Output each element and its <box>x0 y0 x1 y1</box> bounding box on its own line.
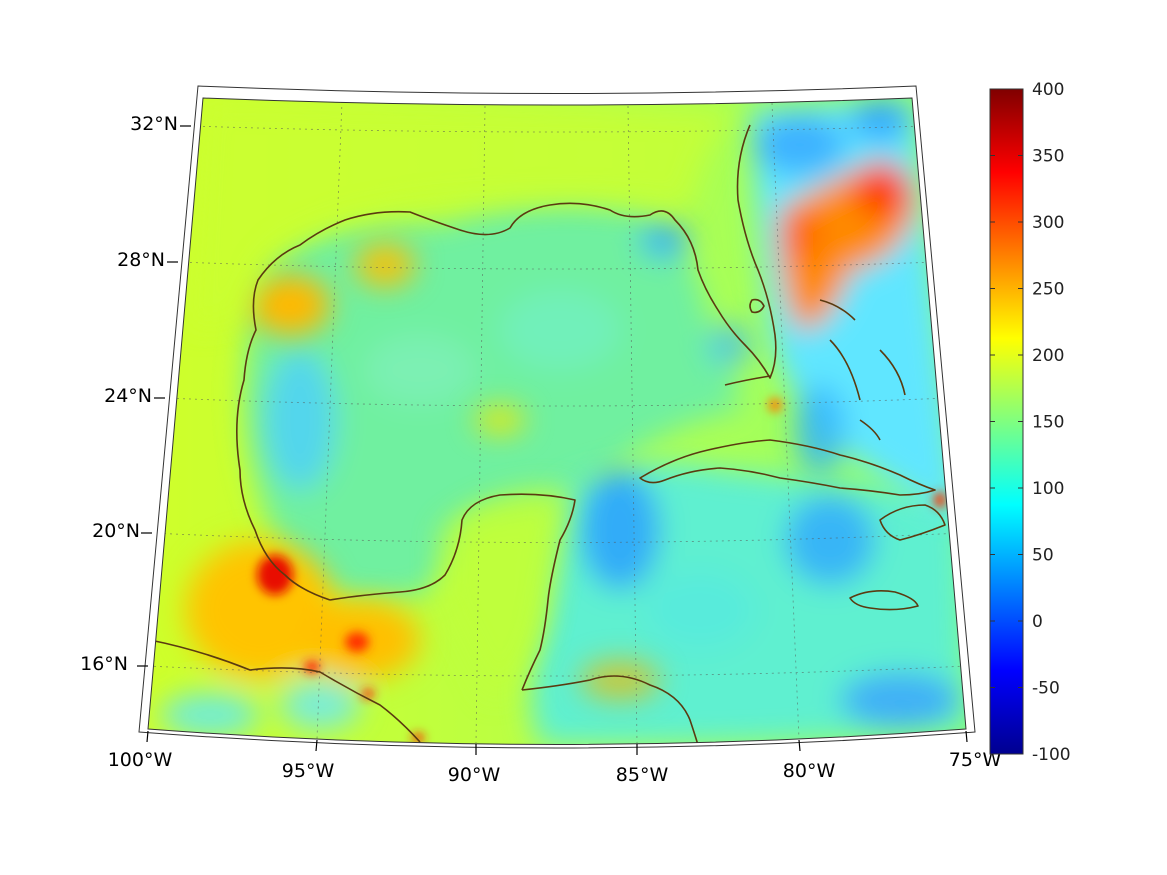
colorbar-gradient <box>989 88 1024 755</box>
yucatan-coast <box>329 493 576 691</box>
lat-label-24N: 24°N <box>104 385 152 407</box>
colorbar-tick-label: -50 <box>1032 679 1060 699</box>
lon-label-80W: 80°W <box>783 760 836 782</box>
colorbar-tick-label: 0 <box>1032 612 1043 632</box>
latitude-ticks <box>137 125 191 667</box>
colorbar-ticks <box>990 88 1023 755</box>
lake-okeechobee <box>749 298 765 314</box>
graticule <box>148 100 966 744</box>
gulf-water-field <box>244 204 752 600</box>
lat-label-32N: 32°N <box>130 113 178 135</box>
lon-label-90W: 90°W <box>448 764 501 786</box>
gulf-coast-mexico-us <box>236 124 777 601</box>
map-frame <box>138 85 976 749</box>
colorbar: 400 350 300 250 200 150 100 50 0 -50 -100 <box>989 80 1071 765</box>
lon-label-75W: 75°W <box>949 749 1002 771</box>
colorbar-tick-label: 200 <box>1032 346 1064 366</box>
florida-keys <box>724 375 771 386</box>
latitude-labels: 32°N 28°N 24°N 20°N 16°N <box>80 113 178 675</box>
colorbar-tick-label: 150 <box>1032 413 1064 433</box>
colorbar-tick-label: 300 <box>1032 213 1064 233</box>
jamaica-coast <box>849 590 919 611</box>
pacific-coast <box>149 639 421 743</box>
map-area <box>148 98 966 745</box>
colorbar-tick-label: 400 <box>1032 80 1064 100</box>
lon-label-95W: 95°W <box>282 760 335 782</box>
colorbar-tick-label: 250 <box>1032 280 1064 300</box>
lon-label-85W: 85°W <box>616 764 669 786</box>
colorbar-tick-label: 100 <box>1032 479 1064 499</box>
colorbar-tick-label: 350 <box>1032 147 1064 167</box>
colorbar-labels: 400 350 300 250 200 150 100 50 0 -50 -100 <box>1032 80 1071 765</box>
bahamas-coast <box>819 299 906 441</box>
longitude-ticks <box>146 730 968 755</box>
caribbean-water-field <box>531 463 966 745</box>
central-america-caribbean-coast <box>521 675 699 745</box>
lat-label-20N: 20°N <box>92 520 140 542</box>
coastlines <box>149 124 946 745</box>
lat-label-28N: 28°N <box>117 249 165 271</box>
colorbar-tick-label: 50 <box>1032 546 1054 566</box>
lon-label-100W: 100°W <box>108 749 173 771</box>
land-field <box>190 100 740 700</box>
hotspot-peaks <box>257 398 946 743</box>
cuba-coast <box>639 439 936 496</box>
colorbar-tick-label: -100 <box>1032 745 1071 765</box>
hispaniola-coast <box>879 504 946 541</box>
longitude-labels: 100°W 95°W 90°W 85°W 80°W 75°W <box>108 749 1002 786</box>
lat-label-16N: 16°N <box>80 653 128 675</box>
